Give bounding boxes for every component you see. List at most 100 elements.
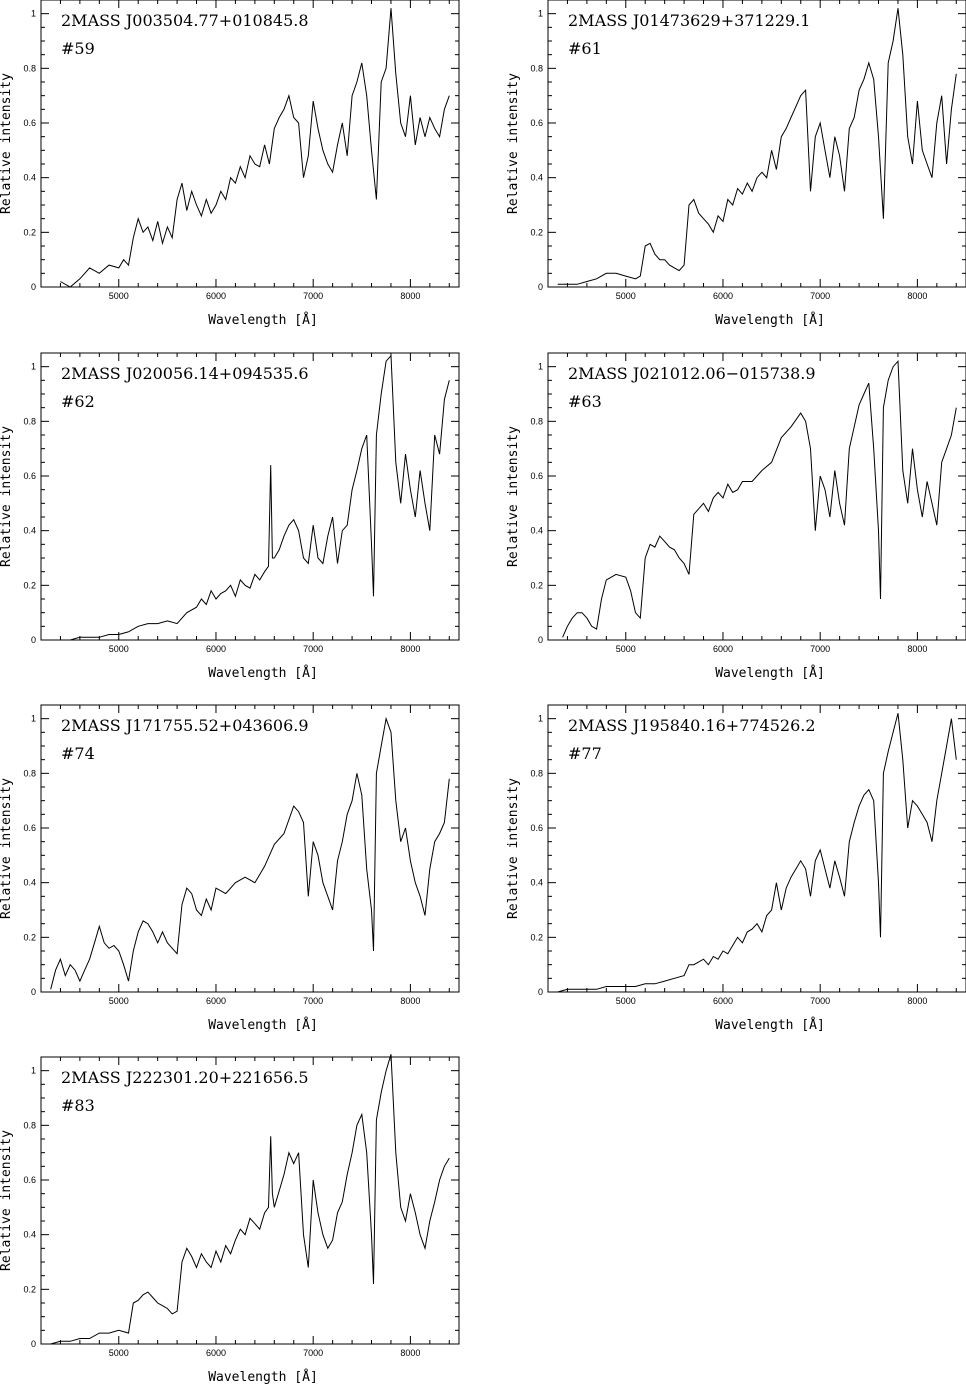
y-tick-label: 0.4: [23, 526, 36, 536]
x-axis-label: Wavelength [Å]: [208, 312, 318, 328]
plot-frame: [40, 352, 460, 641]
x-tick-label: 5000: [109, 291, 129, 301]
panel-id: #83: [61, 1096, 95, 1115]
plot-frame: [547, 352, 966, 641]
y-tick-label: 0.6: [23, 1175, 36, 1185]
x-tick-label: 6000: [206, 291, 226, 301]
panel-id: #59: [61, 39, 95, 58]
y-tick-label: 0.8: [530, 416, 543, 426]
y-tick-label: 1: [31, 362, 36, 372]
y-tick-label: 0.6: [23, 471, 36, 481]
panel-title: 2MASS J020056.14+094535.6: [61, 364, 309, 383]
x-tick-label: 6000: [713, 996, 733, 1006]
x-axis-label: Wavelength [Å]: [715, 665, 825, 681]
spectrum-line: [50, 716, 450, 990]
y-tick-label: 0.2: [530, 580, 543, 590]
x-tick-label: 6000: [206, 996, 226, 1006]
y-tick-label: 0: [31, 1339, 36, 1349]
y-tick-label: 0.8: [23, 416, 36, 426]
y-tick-label: 0: [31, 635, 36, 645]
x-tick-label: 5000: [109, 996, 129, 1006]
panel-title: 2MASS J222301.20+221656.5: [61, 1068, 309, 1087]
y-tick-label: 0: [538, 987, 543, 997]
panel-id: #74: [61, 744, 95, 763]
panel-title: 2MASS J171755.52+043606.9: [61, 716, 309, 735]
panel-id: #61: [568, 39, 602, 58]
x-tick-label: 8000: [400, 291, 420, 301]
y-tick-label: 1: [31, 9, 36, 19]
y-tick-label: 0.2: [23, 1284, 36, 1294]
y-tick-label: 0.4: [23, 1230, 36, 1240]
y-tick-label: 0: [538, 635, 543, 645]
y-tick-label: 0.8: [23, 1120, 36, 1130]
x-tick-label: 6000: [206, 1348, 226, 1358]
y-tick-label: 0.4: [23, 878, 36, 888]
y-tick-label: 1: [538, 9, 543, 19]
y-tick-label: 0.6: [23, 823, 36, 833]
spectrum-panel-7: 5000 6000 7000 8000 0 0.2 0.4 0.6 0.8 1 2MASS J222…: [0, 1054, 460, 1384]
x-tick-label: 6000: [206, 644, 226, 654]
y-tick-label: 0.4: [530, 173, 543, 183]
plot-frame: [547, 704, 966, 993]
spectrum-line: [557, 713, 957, 993]
x-tick-label: 5000: [616, 644, 636, 654]
spectrum-panel-4: 5000 6000 7000 8000 0 0.2 0.4 0.6 0.8 1 2MASS J021…: [506, 352, 966, 681]
x-axis-label: Wavelength [Å]: [715, 1017, 825, 1033]
y-tick-label: 0.6: [530, 823, 543, 833]
y-axis-label: Relative intensity: [506, 426, 521, 567]
y-tick-label: 0: [31, 987, 36, 997]
y-tick-label: 0.2: [23, 227, 36, 237]
x-tick-label: 8000: [907, 996, 927, 1006]
y-tick-label: 1: [538, 714, 543, 724]
plot-frame: [40, 1056, 460, 1345]
y-tick-label: 0.6: [530, 471, 543, 481]
x-tick-label: 8000: [400, 1348, 420, 1358]
y-tick-label: 0.8: [530, 768, 543, 778]
plot-frame: [40, 0, 460, 288]
y-axis-label: Relative intensity: [0, 778, 14, 919]
y-tick-label: 0.2: [530, 932, 543, 942]
x-tick-label: 7000: [303, 291, 323, 301]
y-tick-label: 0.6: [530, 118, 543, 128]
y-axis-label: Relative intensity: [0, 73, 14, 214]
x-axis-label: Wavelength [Å]: [208, 665, 318, 681]
panel-title: 2MASS J01473629+371229.1: [568, 11, 810, 30]
y-tick-label: 0.4: [530, 878, 543, 888]
spectrum-line: [50, 1054, 450, 1345]
spectrum-panel-2: 5000 6000 7000 8000 0 0.2 0.4 0.6 0.8 1 2MASS J014…: [506, 0, 966, 328]
y-tick-label: 0.8: [23, 63, 36, 73]
panel-title: 2MASS J021012.06−015738.9: [568, 364, 816, 383]
x-tick-label: 7000: [810, 996, 830, 1006]
x-tick-label: 8000: [907, 644, 927, 654]
spectrum-panel-1: 5000 6000 7000 8000 0 0.2 0.4 0.6 0.8 1 2MASS J003…: [0, 0, 460, 328]
y-tick-label: 0.6: [23, 118, 36, 128]
x-tick-label: 7000: [303, 1348, 323, 1358]
spectrum-line: [60, 8, 450, 288]
spectrum-line: [562, 359, 957, 638]
panel-id: #62: [61, 392, 95, 411]
y-tick-label: 0.8: [23, 768, 36, 778]
panel-id: #77: [568, 744, 602, 763]
y-tick-label: 0.8: [530, 63, 543, 73]
x-tick-label: 5000: [616, 291, 636, 301]
y-tick-label: 0.2: [23, 580, 36, 590]
x-tick-label: 8000: [907, 291, 927, 301]
y-tick-label: 0.4: [530, 526, 543, 536]
y-tick-label: 0: [31, 282, 36, 292]
y-tick-label: 1: [31, 1066, 36, 1076]
y-tick-label: 1: [538, 362, 543, 372]
panel-id: #63: [568, 392, 602, 411]
spectrum-panel-6: 5000 6000 7000 8000 0 0.2 0.4 0.6 0.8 1 2MASS J195…: [506, 704, 966, 1033]
y-axis-label: Relative intensity: [0, 426, 14, 567]
y-tick-label: 0: [538, 282, 543, 292]
plot-frame: [547, 0, 966, 288]
x-tick-label: 7000: [810, 291, 830, 301]
x-tick-label: 7000: [303, 644, 323, 654]
x-tick-label: 6000: [713, 291, 733, 301]
spectrum-panel-5: 5000 6000 7000 8000 0 0.2 0.4 0.6 0.8 1 2MASS J171…: [0, 704, 460, 1033]
y-tick-label: 0.2: [23, 932, 36, 942]
x-tick-label: 8000: [400, 644, 420, 654]
panel-title: 2MASS J003504.77+010845.8: [61, 11, 309, 30]
x-tick-label: 5000: [109, 1348, 129, 1358]
